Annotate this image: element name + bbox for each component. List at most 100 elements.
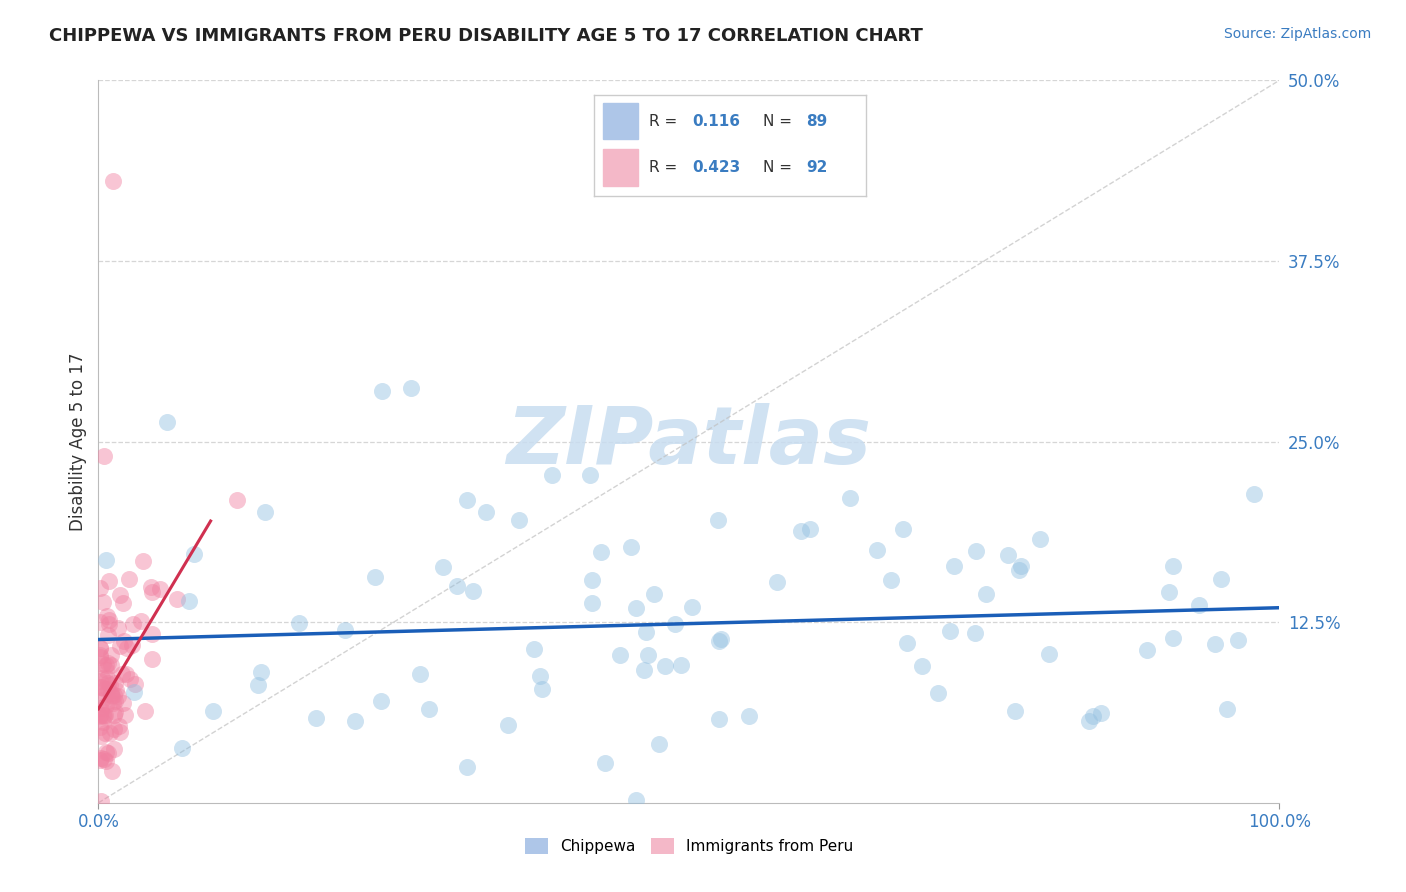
Point — [707, 634, 730, 648]
Point — [93, 687, 115, 701]
Point — [866, 542, 889, 557]
Point — [89, 640, 111, 655]
Point — [100, 658, 122, 673]
Point — [177, 594, 200, 608]
Point — [581, 574, 603, 588]
Point — [371, 384, 394, 398]
Point — [94, 663, 117, 677]
Point — [401, 381, 423, 395]
Point — [103, 688, 125, 702]
Point — [94, 553, 117, 567]
Point — [1136, 643, 1159, 657]
Point — [89, 615, 111, 630]
Point — [595, 756, 617, 771]
Point — [89, 673, 111, 688]
Point — [141, 627, 163, 641]
Point — [541, 467, 564, 482]
Point — [108, 724, 131, 739]
Point — [91, 708, 114, 723]
Point — [1038, 648, 1060, 662]
Point — [100, 689, 122, 703]
Point — [965, 543, 987, 558]
Point — [90, 794, 112, 808]
Point — [201, 704, 224, 718]
Text: CHIPPEWA VS IMMIGRANTS FROM PERU DISABILITY AGE 5 TO 17 CORRELATION CHART: CHIPPEWA VS IMMIGRANTS FROM PERU DISABIL… — [49, 27, 924, 45]
Point — [288, 616, 311, 631]
Point — [121, 638, 143, 652]
Point — [105, 682, 128, 697]
Point — [1216, 702, 1239, 716]
Point — [938, 624, 960, 638]
Point — [100, 686, 122, 700]
Point — [124, 677, 146, 691]
Point — [100, 689, 122, 703]
Point — [98, 726, 121, 740]
Point — [104, 675, 127, 690]
Point — [115, 667, 138, 681]
Point — [1188, 598, 1211, 612]
Point — [96, 671, 118, 685]
Point — [107, 690, 129, 704]
Point — [91, 657, 114, 671]
Point — [1010, 559, 1032, 574]
Point — [103, 722, 125, 736]
Point — [463, 584, 485, 599]
Point — [333, 623, 356, 637]
Point — [418, 701, 440, 715]
Point — [609, 648, 631, 663]
Point — [94, 745, 117, 759]
Point — [111, 596, 134, 610]
Point — [94, 754, 117, 768]
Point — [94, 682, 117, 697]
Point — [100, 648, 122, 662]
Point — [911, 659, 934, 673]
Point — [166, 592, 188, 607]
Point — [432, 560, 454, 574]
Point — [1029, 532, 1052, 546]
Point — [1243, 487, 1265, 501]
Point — [90, 681, 112, 695]
Point — [1078, 714, 1101, 729]
Point — [523, 641, 546, 656]
Point — [530, 682, 553, 697]
Point — [98, 617, 121, 632]
Point — [89, 708, 111, 723]
Point — [707, 513, 730, 527]
Point — [578, 467, 600, 482]
Point — [108, 719, 131, 733]
Y-axis label: Disability Age 5 to 17: Disability Age 5 to 17 — [69, 352, 87, 531]
Point — [170, 740, 193, 755]
Point — [1227, 633, 1250, 648]
Point — [1008, 563, 1031, 577]
Point — [94, 726, 117, 740]
Point — [681, 600, 703, 615]
Point — [766, 575, 789, 590]
Point — [370, 694, 392, 708]
Point — [156, 415, 179, 429]
Point — [89, 648, 111, 662]
Point — [589, 545, 612, 559]
Point — [90, 750, 112, 764]
Point — [118, 572, 141, 586]
Point — [97, 675, 120, 690]
Point — [709, 632, 731, 646]
Point — [529, 669, 551, 683]
Point — [141, 584, 163, 599]
Point — [456, 493, 478, 508]
Point — [344, 714, 367, 728]
Point — [111, 667, 134, 681]
Point — [122, 685, 145, 699]
Point — [110, 588, 132, 602]
Point — [129, 615, 152, 629]
Point — [364, 570, 387, 584]
Point — [118, 672, 141, 686]
Point — [93, 708, 115, 723]
Point — [643, 587, 665, 601]
Point — [1083, 708, 1105, 723]
Point — [446, 578, 468, 592]
Point — [496, 717, 519, 731]
Point — [97, 746, 120, 760]
Point — [93, 595, 115, 609]
Point — [974, 587, 997, 601]
Point — [103, 707, 125, 722]
